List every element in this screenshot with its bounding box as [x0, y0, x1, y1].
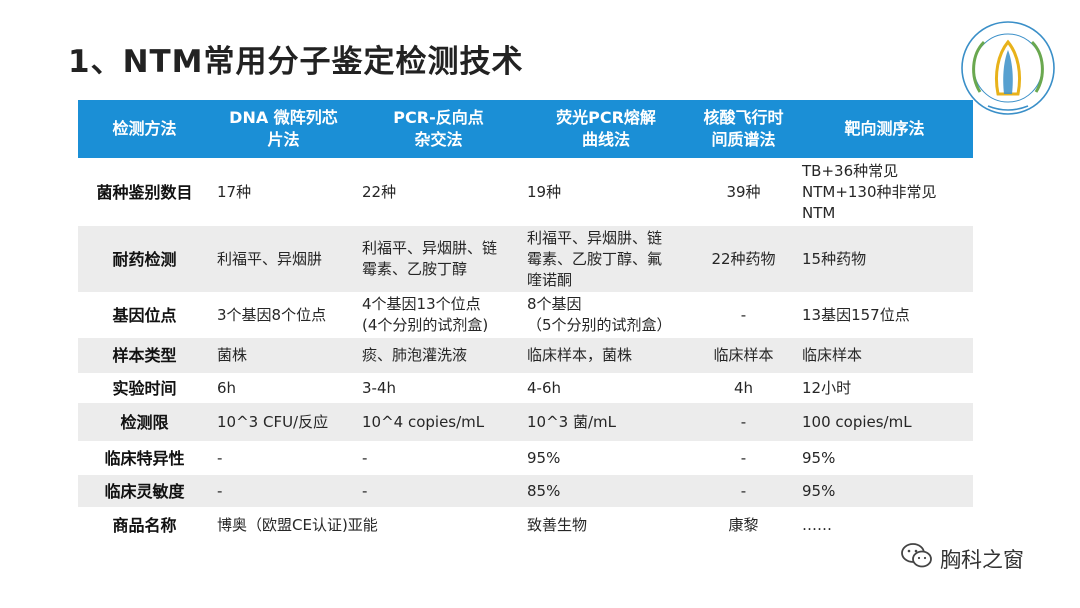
- table-cell: 6h: [211, 373, 356, 403]
- row-label: 耐药检测: [78, 226, 211, 292]
- table-cell: 致善生物: [521, 507, 691, 544]
- table-cell: 22种: [356, 158, 521, 226]
- table-cell: 39种: [691, 158, 796, 226]
- table-cell: 15种药物: [796, 226, 973, 292]
- table-cell: 康黎: [691, 507, 796, 544]
- table-cell: 临床样本，菌株: [521, 338, 691, 373]
- table-cell: -: [691, 441, 796, 475]
- table-cell: -: [356, 475, 521, 507]
- table-row: 菌种鉴别数目 17种 22种 19种 39种 TB+36种常见 NTM+130种非…: [78, 158, 973, 226]
- header-method: 检测方法: [78, 100, 211, 158]
- header-dna-microarray: DNA 微阵列芯 片法: [211, 100, 356, 158]
- row-label: 菌种鉴别数目: [78, 158, 211, 226]
- table-cell: 19种: [521, 158, 691, 226]
- watermark-text: 胸科之窗: [940, 547, 1024, 572]
- table-cell: 8个基因 （5个分别的试剂盒）: [521, 292, 691, 338]
- slide-title: 1、NTM常用分子鉴定检测技术: [68, 44, 524, 80]
- row-label: 商品名称: [78, 507, 211, 544]
- header-pcr-reverse-dot-blot: PCR-反向点 杂交法: [356, 100, 521, 158]
- table-cell: 临床样本: [796, 338, 973, 373]
- table-cell: 10^3 菌/mL: [521, 403, 691, 441]
- row-label: 基因位点: [78, 292, 211, 338]
- table-header-row: 检测方法 DNA 微阵列芯 片法 PCR-反向点 杂交法 荧光PCR熔解 曲线法 核酸…: [78, 100, 973, 158]
- row-label: 实验时间: [78, 373, 211, 403]
- table-cell: 利福平、异烟肼、链 霉素、乙胺丁醇: [356, 226, 521, 292]
- table-cell: -: [211, 475, 356, 507]
- row-label: 临床特异性: [78, 441, 211, 475]
- table-cell: ……: [796, 507, 973, 544]
- table-cell: 85%: [521, 475, 691, 507]
- table-row: 基因位点 3个基因8个位点 4个基因13个位点 (4个分别的试剂盒) 8个基因 （5…: [78, 292, 973, 338]
- table-cell: TB+36种常见 NTM+130种非常见 NTM: [796, 158, 973, 226]
- organization-seal-logo: [958, 14, 1058, 122]
- table-cell: 利福平、异烟肼、链 霉素、乙胺丁醇、氟 喹诺酮: [521, 226, 691, 292]
- table-row: 商品名称 博奥（欧盟CE认证)亚能 致善生物 康黎 ……: [78, 507, 973, 544]
- table-cell: 3个基因8个位点: [211, 292, 356, 338]
- table-cell: -: [691, 403, 796, 441]
- table-cell: 12小时: [796, 373, 973, 403]
- table-row: 样本类型 菌株 痰、肺泡灌洗液 临床样本，菌株 临床样本 临床样本: [78, 338, 973, 373]
- detection-technology-table: 检测方法 DNA 微阵列芯 片法 PCR-反向点 杂交法 荧光PCR熔解 曲线法 核酸…: [78, 100, 973, 544]
- table-cell: 4h: [691, 373, 796, 403]
- table-row: 临床灵敏度 - - 85% - 95%: [78, 475, 973, 507]
- table-cell: 17种: [211, 158, 356, 226]
- table-cell: 利福平、异烟肼: [211, 226, 356, 292]
- table-cell: 13基因157位点: [796, 292, 973, 338]
- table-cell: -: [691, 292, 796, 338]
- table-cell: 3-4h: [356, 373, 521, 403]
- table-cell: 10^4 copies/mL: [356, 403, 521, 441]
- header-targeted-sequencing: 靶向测序法: [796, 100, 973, 158]
- row-label: 检测限: [78, 403, 211, 441]
- table-cell: 痰、肺泡灌洗液: [356, 338, 521, 373]
- row-label: 临床灵敏度: [78, 475, 211, 507]
- table-row: 实验时间 6h 3-4h 4-6h 4h 12小时: [78, 373, 973, 403]
- table-cell: -: [691, 475, 796, 507]
- table-cell: -: [211, 441, 356, 475]
- table-cell: 4个基因13个位点 (4个分别的试剂盒): [356, 292, 521, 338]
- table-row: 检测限 10^3 CFU/反应 10^4 copies/mL 10^3 菌/mL…: [78, 403, 973, 441]
- table-row: 耐药检测 利福平、异烟肼 利福平、异烟肼、链 霉素、乙胺丁醇 利福平、异烟肼、链霉…: [78, 226, 973, 292]
- header-fluorescent-pcr-melting: 荧光PCR熔解 曲线法: [521, 100, 691, 158]
- table-cell: 临床样本: [691, 338, 796, 373]
- wechat-icon: [900, 542, 934, 575]
- header-maldi-tof: 核酸飞行时 间质谱法: [691, 100, 796, 158]
- table-cell: 博奥（欧盟CE认证)亚能: [211, 507, 521, 544]
- table-cell: 100 copies/mL: [796, 403, 973, 441]
- row-label: 样本类型: [78, 338, 211, 373]
- table-cell: 95%: [796, 441, 973, 475]
- table-cell: -: [356, 441, 521, 475]
- watermark: 胸科之窗: [900, 542, 1024, 575]
- table-cell: 4-6h: [521, 373, 691, 403]
- table-cell: 10^3 CFU/反应: [211, 403, 356, 441]
- table-cell: 95%: [796, 475, 973, 507]
- table-cell: 菌株: [211, 338, 356, 373]
- table-row: 临床特异性 - - 95% - 95%: [78, 441, 973, 475]
- table-cell: 95%: [521, 441, 691, 475]
- table-cell: 22种药物: [691, 226, 796, 292]
